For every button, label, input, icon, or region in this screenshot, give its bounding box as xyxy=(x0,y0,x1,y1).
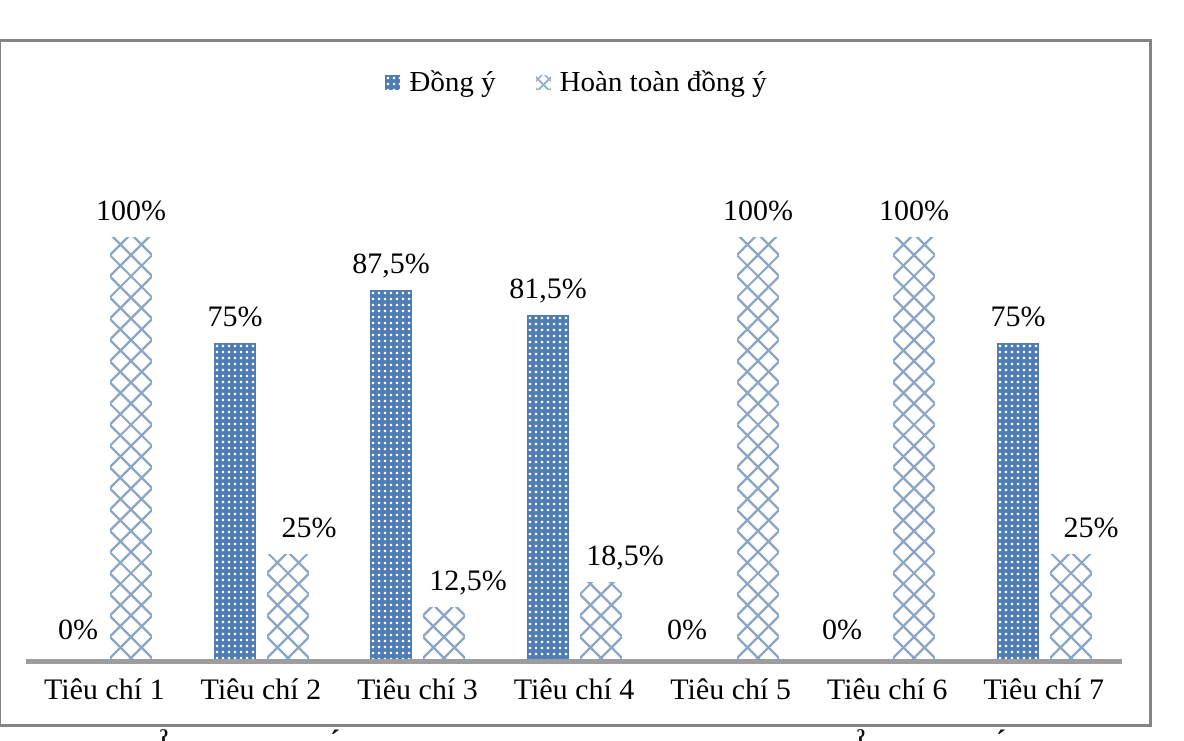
category-label: Tiêu chí 7 xyxy=(983,673,1104,706)
category-label: Tiêu chí 3 xyxy=(357,673,478,706)
category-label: Tiêu chí 5 xyxy=(670,673,791,706)
legend-label: Đồng ý xyxy=(409,66,496,98)
caption-diacritic-mark: ´ xyxy=(330,724,340,741)
category-label: Tiêu chí 6 xyxy=(826,673,948,706)
category-label: Tiêu chí 4 xyxy=(513,673,635,706)
value-label: 12,5% xyxy=(429,564,507,597)
bar-series2 xyxy=(893,237,935,660)
bar-series2 xyxy=(423,607,465,660)
category-label: Tiêu chí 2 xyxy=(200,673,322,706)
bar-series1 xyxy=(370,290,412,660)
legend-item-dong-y: Đồng ý xyxy=(385,66,496,99)
value-label: 100% xyxy=(879,194,949,227)
value-label: 75% xyxy=(990,300,1046,333)
value-label: 81,5% xyxy=(509,272,587,305)
bar-series2 xyxy=(267,554,309,660)
value-label: 100% xyxy=(96,194,166,227)
legend-item-hoan-toan-dong-y: Hoàn toàn đồng ý xyxy=(535,66,767,99)
category-label: Tiêu chí 1 xyxy=(43,673,165,706)
value-label: 87,5% xyxy=(352,247,430,280)
value-label: 25% xyxy=(281,511,337,544)
bar-series2 xyxy=(580,582,622,660)
caption-diacritic-mark: ´ xyxy=(996,724,1006,741)
diamond-lattice-marker-icon xyxy=(535,75,551,90)
dotted-square-marker-icon xyxy=(385,75,401,90)
chart-frame xyxy=(0,39,1152,727)
value-label: 0% xyxy=(667,613,707,646)
bar-series1 xyxy=(214,343,256,660)
legend-label: Hoàn toàn đồng ý xyxy=(559,66,767,98)
caption-diacritic-mark: ˀ xyxy=(857,724,865,741)
bar-series1 xyxy=(527,315,569,660)
value-label: 0% xyxy=(58,613,98,646)
bar-series2 xyxy=(1050,554,1092,660)
bar-series2 xyxy=(110,237,152,660)
value-label: 25% xyxy=(1063,511,1119,544)
value-label: 18,5% xyxy=(586,539,664,572)
value-label: 100% xyxy=(723,194,793,227)
value-label: 0% xyxy=(822,613,862,646)
caption-diacritic-mark: ˀ xyxy=(160,724,168,741)
bar-series1 xyxy=(997,343,1039,660)
x-axis-line xyxy=(26,659,1122,664)
value-label: 75% xyxy=(207,300,263,333)
bar-series2 xyxy=(737,237,779,660)
chart-legend: Đồng ý Hoàn toàn đồng ý xyxy=(0,66,1152,99)
